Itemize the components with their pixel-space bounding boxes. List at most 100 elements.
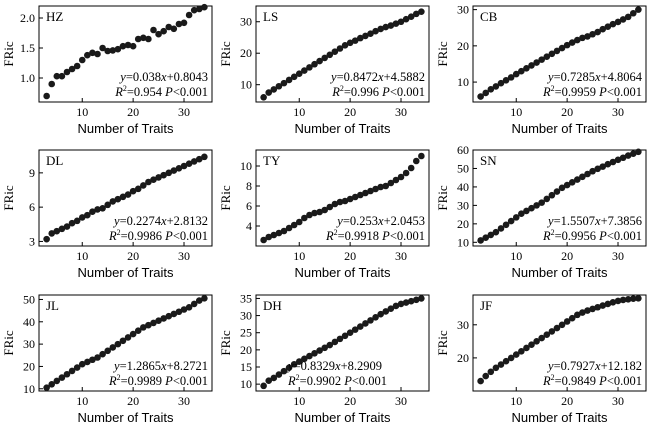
data-point bbox=[316, 208, 323, 216]
data-point bbox=[568, 314, 576, 322]
regression-stats: R2=0.9902 P<0.001 bbox=[287, 373, 387, 388]
data-point bbox=[124, 41, 132, 49]
data-point bbox=[533, 202, 540, 209]
data-point bbox=[502, 357, 510, 365]
data-point bbox=[487, 86, 495, 93]
data-point bbox=[160, 315, 167, 322]
x-tick-label: 30 bbox=[395, 105, 407, 119]
equation-intercept: +8.2721 bbox=[167, 359, 208, 373]
x-tick-label: 20 bbox=[561, 249, 573, 263]
panel-label: JF bbox=[480, 298, 492, 313]
x-tick-label: 10 bbox=[76, 249, 88, 263]
data-point bbox=[372, 27, 379, 35]
data-point bbox=[392, 176, 400, 184]
data-point bbox=[134, 327, 142, 335]
stats-r2-value: =0.9902 bbox=[300, 374, 345, 388]
data-point bbox=[150, 319, 157, 327]
data-point bbox=[68, 367, 76, 375]
data-point bbox=[548, 328, 556, 335]
stats-p-value: <0.001 bbox=[390, 85, 425, 99]
y-axis-label: FRic bbox=[435, 330, 450, 356]
data-point bbox=[275, 229, 283, 237]
panel-label: LS bbox=[263, 9, 278, 24]
equation-x: x bbox=[160, 359, 167, 373]
stats-p-value: <0.001 bbox=[390, 229, 425, 243]
chart-panel-ty: 10 20 30 4 6 8 10 TY y=0.253x+2.0453 R2=0.9918 P<… bbox=[217, 144, 434, 288]
data-point bbox=[63, 68, 71, 76]
x-axis-label: Number of Traits bbox=[511, 121, 608, 136]
data-point bbox=[73, 62, 81, 70]
y-tick-label: 10 bbox=[23, 382, 35, 396]
y-tick-label: 25 bbox=[240, 326, 252, 340]
data-point bbox=[104, 201, 111, 209]
data-point bbox=[412, 157, 420, 165]
data-point bbox=[124, 191, 132, 198]
y-tick-label: 60 bbox=[457, 143, 469, 157]
data-point bbox=[497, 361, 505, 368]
x-axis-label: Number of Traits bbox=[511, 410, 608, 425]
data-point bbox=[114, 195, 122, 203]
regression-stats: R2=0.9959 P<0.001 bbox=[542, 84, 642, 99]
stats-p-value: <0.001 bbox=[607, 85, 642, 99]
data-point bbox=[497, 225, 505, 232]
x-tick-label: 10 bbox=[510, 249, 522, 263]
data-point bbox=[392, 20, 400, 27]
data-point bbox=[548, 191, 556, 199]
data-point bbox=[382, 23, 390, 31]
x-tick-label: 30 bbox=[612, 105, 624, 119]
data-point bbox=[568, 179, 576, 186]
data-point bbox=[99, 44, 106, 52]
data-point bbox=[377, 310, 384, 318]
data-point bbox=[68, 65, 76, 73]
data-point bbox=[407, 164, 415, 172]
chart-panel-jf: 10 20 30 20 30 JF y=0.7927x+12.182 R2=0.9849 P<… bbox=[434, 289, 650, 433]
data-point bbox=[109, 344, 117, 351]
data-point bbox=[43, 384, 50, 391]
chart-panel-ls: 10 20 30 10 20 30 LS y=0.8472x+4.5882 R2=0.996 P… bbox=[217, 0, 434, 144]
x-tick-label: 20 bbox=[344, 394, 356, 408]
data-point bbox=[280, 79, 288, 87]
x-tick-label: 30 bbox=[612, 394, 624, 408]
y-axis-label: FRic bbox=[1, 41, 16, 67]
y-tick-label: 8 bbox=[246, 179, 252, 193]
y-axis-label: FRic bbox=[435, 41, 450, 67]
data-point bbox=[326, 341, 334, 349]
data-point bbox=[619, 16, 627, 23]
data-point bbox=[584, 33, 591, 40]
x-tick-label: 10 bbox=[76, 105, 88, 119]
equation-slope: =0.7927 bbox=[554, 359, 595, 373]
data-point bbox=[155, 30, 162, 38]
stats-superscript: 2 bbox=[551, 228, 555, 237]
stats-r2-value: =0.9959 bbox=[555, 85, 600, 99]
chart-panel-hz: 10 20 30 1.0 1.5 2.0 HZ y=0.038x+0.8043 R2=0.954… bbox=[0, 0, 217, 144]
data-point bbox=[482, 89, 490, 97]
data-point bbox=[165, 23, 173, 31]
data-point bbox=[58, 374, 66, 381]
equation-x: x bbox=[160, 70, 167, 84]
data-point bbox=[402, 15, 410, 23]
data-point bbox=[497, 79, 505, 87]
data-point bbox=[599, 302, 607, 309]
x-tick-label: 30 bbox=[178, 249, 190, 263]
y-tick-label: 3 bbox=[29, 234, 35, 248]
data-point bbox=[140, 324, 147, 331]
data-point bbox=[382, 182, 390, 190]
data-point bbox=[275, 82, 283, 90]
data-point bbox=[563, 41, 571, 49]
data-point bbox=[190, 6, 198, 14]
stats-r: R bbox=[542, 374, 551, 388]
stats-superscript: 2 bbox=[340, 84, 344, 93]
data-point bbox=[407, 13, 415, 21]
data-point bbox=[518, 210, 525, 217]
equation-y: y bbox=[329, 70, 337, 84]
data-point bbox=[99, 204, 106, 212]
data-point bbox=[53, 377, 61, 385]
data-point bbox=[306, 64, 313, 71]
y-tick-label: 20 bbox=[457, 39, 469, 53]
data-point bbox=[114, 45, 122, 53]
data-point bbox=[43, 235, 50, 243]
data-point bbox=[357, 34, 364, 42]
